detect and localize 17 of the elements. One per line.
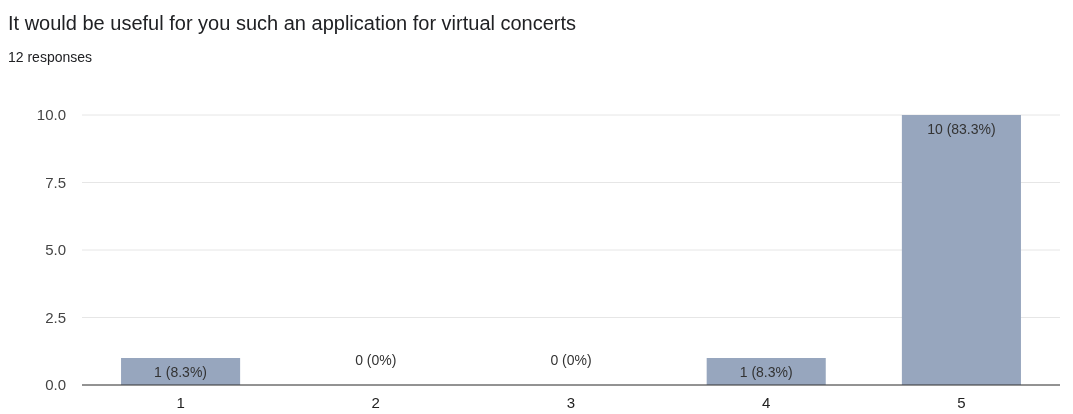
chart-title: It would be useful for you such an application for virtual concerts bbox=[8, 12, 577, 34]
data-label: 0 (0%) bbox=[355, 352, 397, 368]
data-label: 1 (8.3%) bbox=[154, 364, 208, 380]
data-label: 10 (83.3%) bbox=[927, 121, 996, 137]
data-label: 0 (0%) bbox=[550, 352, 592, 368]
x-tick-label: 5 bbox=[957, 393, 966, 411]
y-tick-label: 7.5 bbox=[45, 173, 66, 191]
y-tick-label: 10.0 bbox=[36, 106, 66, 124]
chart-subtitle: 12 responses bbox=[8, 49, 93, 65]
data-label: 1 (8.3%) bbox=[739, 364, 793, 380]
y-tick-label: 0.0 bbox=[45, 376, 66, 394]
x-tick-label: 3 bbox=[566, 393, 576, 411]
x-tick-label: 1 bbox=[176, 393, 185, 411]
y-tick-label: 2.5 bbox=[45, 308, 66, 326]
x-tick-label: 4 bbox=[762, 393, 771, 411]
y-tick-label: 5.0 bbox=[45, 241, 66, 259]
x-tick-label: 2 bbox=[371, 393, 380, 411]
